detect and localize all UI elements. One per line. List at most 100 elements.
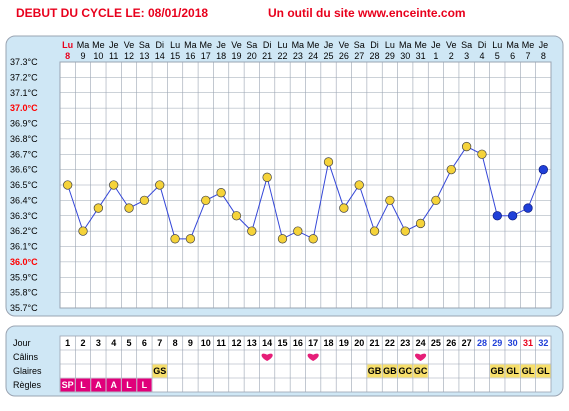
y-tick-label: 36.0°C <box>10 257 38 267</box>
table-day-number: 30 <box>508 338 518 348</box>
regles-code: L <box>80 380 86 390</box>
y-tick-label: 36.2°C <box>10 226 38 236</box>
glaires-code: GB <box>368 366 382 376</box>
table-day-number: 17 <box>308 338 318 348</box>
date-label: 28 <box>370 51 380 61</box>
table-day-number: 27 <box>462 338 472 348</box>
table-day-number: 12 <box>231 338 241 348</box>
glaires-code: GC <box>414 366 428 376</box>
table-day-number: 20 <box>354 338 364 348</box>
date-label: 20 <box>247 51 257 61</box>
date-label: 15 <box>170 51 180 61</box>
y-tick-label: 35.9°C <box>10 272 38 282</box>
date-label: 21 <box>262 51 272 61</box>
temperature-point <box>461 141 472 152</box>
regles-badge <box>137 378 152 392</box>
table-day-number: 21 <box>370 338 380 348</box>
heart-icon <box>261 353 273 361</box>
regles-badge <box>75 378 91 392</box>
temperature-point <box>63 180 73 190</box>
table-day-number: 26 <box>446 338 456 348</box>
glaires-code: GB <box>383 366 397 376</box>
date-label: 29 <box>385 51 395 61</box>
temperature-point <box>231 211 242 221</box>
temperature-point <box>354 180 364 190</box>
weekday-label: Je <box>324 40 334 50</box>
regles-badge <box>106 378 121 392</box>
weekday-label: Lu <box>492 40 502 50</box>
date-label: 27 <box>354 51 364 61</box>
y-tick-label: 36.7°C <box>10 149 38 159</box>
date-label: 30 <box>400 51 410 61</box>
weekday-label: Ve <box>339 40 350 50</box>
date-label: 19 <box>231 51 241 61</box>
weekday-label: Di <box>263 40 272 50</box>
glaires-code: GL <box>506 366 519 376</box>
temperature-point <box>262 172 272 182</box>
y-tick-label: 37.1°C <box>10 88 38 98</box>
temperature-point <box>216 188 226 198</box>
table-day-number: 15 <box>277 338 287 348</box>
table-day-number: 31 <box>523 338 533 348</box>
table-day-number: 29 <box>492 338 502 348</box>
weekday-label: Sa <box>246 40 257 50</box>
weekday-label: Di <box>370 40 379 50</box>
table-row-label: Jour <box>13 338 31 348</box>
weekday-label: Ma <box>399 40 412 50</box>
weekday-label: Ma <box>292 40 305 50</box>
weekday-label: Sa <box>354 40 365 50</box>
temperature-point <box>308 234 318 244</box>
y-tick-label: 37.0°C <box>10 103 38 113</box>
temperature-point <box>446 164 456 175</box>
temperature-point <box>124 203 134 213</box>
table-day-number: 3 <box>96 338 101 348</box>
glaires-badge <box>520 364 536 378</box>
table-day-number: 18 <box>324 338 334 348</box>
glaires-badge <box>490 364 505 378</box>
table-day-number: 10 <box>201 338 211 348</box>
date-label: 17 <box>201 51 211 61</box>
y-tick-label: 36.5°C <box>10 180 38 190</box>
date-label: 10 <box>93 51 103 61</box>
date-label: 8 <box>65 51 70 61</box>
regles-badge <box>60 378 75 392</box>
glaires-badge <box>536 364 551 378</box>
temperature-point <box>247 226 257 236</box>
glaires-code: GB <box>491 366 505 376</box>
regles-code: SP <box>62 380 74 390</box>
weekday-label: Sa <box>139 40 150 50</box>
table-day-number: 22 <box>385 338 395 348</box>
glaires-badge <box>413 364 428 378</box>
weekday-label: Lu <box>277 40 287 50</box>
weekday-label: Di <box>155 40 164 50</box>
date-label: 24 <box>308 51 318 61</box>
temperature-point-blue <box>507 211 518 221</box>
regles-code: A <box>110 380 117 390</box>
glaires-badge <box>505 364 520 378</box>
weekday-label: Je <box>216 40 226 50</box>
temperature-point <box>185 234 196 244</box>
site-credit: Un outil du site www.enceinte.com <box>268 6 466 20</box>
temperature-point <box>293 226 303 236</box>
weekday-label: Je <box>109 40 119 50</box>
weekday-label: Me <box>522 40 535 50</box>
glaires-badge <box>398 364 413 378</box>
table-day-number: 1 <box>65 338 70 348</box>
table-day-number: 5 <box>127 338 132 348</box>
weekday-label: Me <box>92 40 105 50</box>
weekday-label: Ve <box>231 40 242 50</box>
date-label: 12 <box>124 51 134 61</box>
date-label: 6 <box>510 51 515 61</box>
temperature-point <box>431 195 441 206</box>
heart-icon <box>307 353 319 361</box>
table-row-label: Câlins <box>13 352 39 362</box>
y-tick-label: 35.7°C <box>10 303 38 313</box>
regles-badge <box>121 378 137 392</box>
page-title: DEBUT DU CYCLE LE: 08/01/2018 <box>16 6 209 20</box>
table-day-number: 9 <box>188 338 193 348</box>
weekday-label: Me <box>200 40 213 50</box>
temperature-point <box>139 195 150 206</box>
date-label: 1 <box>433 51 438 61</box>
regles-code: L <box>126 380 132 390</box>
